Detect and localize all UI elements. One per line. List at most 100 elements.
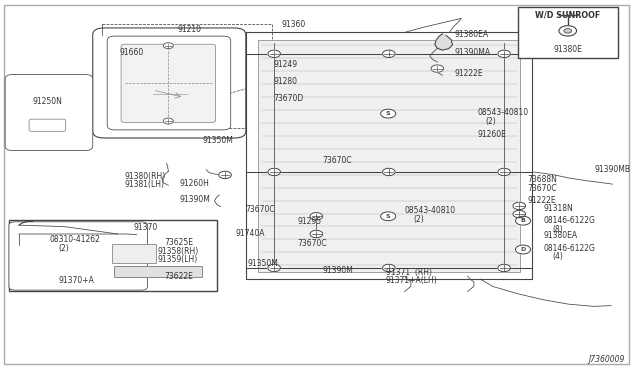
Text: 91358(RH): 91358(RH) bbox=[157, 247, 199, 256]
Text: S: S bbox=[386, 214, 390, 219]
Text: 73670C: 73670C bbox=[246, 205, 275, 214]
Bar bbox=[246, 32, 532, 279]
Text: 91250N: 91250N bbox=[33, 97, 63, 106]
Circle shape bbox=[381, 212, 396, 221]
Text: 91318N: 91318N bbox=[543, 204, 573, 214]
Text: 91380E: 91380E bbox=[554, 45, 582, 54]
Text: 73625E: 73625E bbox=[164, 238, 193, 247]
Polygon shape bbox=[435, 34, 452, 50]
Text: 91740A: 91740A bbox=[236, 230, 265, 238]
Text: 91260H: 91260H bbox=[179, 179, 209, 187]
Text: J7360009: J7360009 bbox=[589, 355, 625, 364]
Text: 08310-41262: 08310-41262 bbox=[49, 235, 100, 244]
Circle shape bbox=[163, 43, 173, 49]
Text: 91371  (RH): 91371 (RH) bbox=[386, 268, 432, 277]
FancyBboxPatch shape bbox=[93, 28, 246, 138]
Circle shape bbox=[181, 269, 189, 274]
Circle shape bbox=[513, 211, 525, 218]
Circle shape bbox=[145, 257, 153, 262]
Circle shape bbox=[381, 109, 396, 118]
Circle shape bbox=[310, 212, 323, 220]
Text: 91249: 91249 bbox=[273, 60, 298, 70]
Text: 08146-6122G: 08146-6122G bbox=[543, 244, 595, 253]
Text: 08543-40810: 08543-40810 bbox=[404, 206, 456, 215]
Text: 91371+A(LH): 91371+A(LH) bbox=[386, 276, 437, 285]
Text: 91370: 91370 bbox=[134, 223, 158, 232]
Bar bbox=[259, 40, 520, 272]
Text: 91350M: 91350M bbox=[202, 137, 233, 145]
Text: 91390M: 91390M bbox=[323, 266, 353, 275]
Bar bbox=[518, 7, 618, 58]
Circle shape bbox=[383, 50, 395, 58]
Bar bbox=[113, 266, 202, 277]
Circle shape bbox=[513, 202, 525, 210]
Text: 91222E: 91222E bbox=[527, 196, 556, 205]
Circle shape bbox=[161, 269, 170, 274]
Text: 91280: 91280 bbox=[273, 77, 298, 86]
Circle shape bbox=[431, 65, 444, 72]
Circle shape bbox=[515, 245, 531, 254]
Text: 91380EA: 91380EA bbox=[455, 30, 489, 39]
Bar bbox=[111, 244, 156, 263]
Text: S: S bbox=[386, 111, 390, 116]
Text: 91380(RH): 91380(RH) bbox=[125, 172, 166, 181]
Circle shape bbox=[36, 238, 52, 247]
Text: (2): (2) bbox=[58, 244, 69, 253]
Text: (4): (4) bbox=[552, 252, 563, 262]
Circle shape bbox=[268, 168, 280, 176]
Text: (8): (8) bbox=[552, 225, 563, 234]
Circle shape bbox=[498, 50, 511, 58]
Circle shape bbox=[515, 216, 531, 225]
Circle shape bbox=[145, 246, 153, 251]
Circle shape bbox=[118, 269, 127, 274]
Text: 91350M: 91350M bbox=[247, 259, 278, 268]
Circle shape bbox=[498, 264, 511, 272]
Text: 91260E: 91260E bbox=[477, 130, 506, 139]
Circle shape bbox=[191, 269, 200, 274]
FancyBboxPatch shape bbox=[9, 222, 148, 290]
Text: (2): (2) bbox=[486, 117, 497, 126]
Bar bbox=[9, 220, 217, 291]
Text: B: B bbox=[520, 218, 525, 223]
FancyBboxPatch shape bbox=[5, 74, 93, 151]
Text: 91380EA: 91380EA bbox=[543, 231, 577, 240]
Text: 73670C: 73670C bbox=[298, 239, 327, 248]
Text: 08146-6122G: 08146-6122G bbox=[543, 216, 595, 225]
Text: 91360: 91360 bbox=[282, 20, 306, 29]
Circle shape bbox=[115, 257, 124, 262]
Text: 73688N: 73688N bbox=[527, 175, 557, 184]
Text: 91295: 91295 bbox=[298, 217, 322, 226]
Circle shape bbox=[115, 246, 124, 251]
Text: 91370+A: 91370+A bbox=[58, 276, 94, 285]
FancyBboxPatch shape bbox=[121, 44, 216, 122]
Text: 91660: 91660 bbox=[120, 48, 144, 57]
Circle shape bbox=[163, 118, 173, 124]
Text: 73670C: 73670C bbox=[527, 184, 557, 193]
FancyBboxPatch shape bbox=[29, 119, 66, 131]
Text: D: D bbox=[520, 247, 525, 252]
FancyBboxPatch shape bbox=[108, 36, 230, 130]
Text: 91390M: 91390M bbox=[179, 195, 210, 204]
Circle shape bbox=[383, 264, 395, 272]
Circle shape bbox=[564, 29, 572, 33]
Circle shape bbox=[134, 269, 143, 274]
Text: 73670D: 73670D bbox=[273, 94, 304, 103]
Text: 91222E: 91222E bbox=[455, 68, 484, 77]
Text: 91390MB: 91390MB bbox=[595, 164, 631, 173]
Circle shape bbox=[498, 168, 511, 176]
Text: 91210: 91210 bbox=[177, 25, 201, 34]
Circle shape bbox=[219, 171, 231, 179]
Text: S: S bbox=[42, 240, 47, 246]
Circle shape bbox=[268, 264, 280, 272]
Text: 91381(LH): 91381(LH) bbox=[125, 180, 165, 189]
Text: 73622E: 73622E bbox=[164, 272, 193, 280]
Text: 73670C: 73670C bbox=[323, 155, 352, 165]
Text: (2): (2) bbox=[413, 215, 424, 224]
Circle shape bbox=[310, 230, 323, 238]
Circle shape bbox=[383, 168, 395, 176]
Circle shape bbox=[122, 239, 135, 247]
Text: 91359(LH): 91359(LH) bbox=[157, 255, 198, 264]
Text: W/D SUNROOF: W/D SUNROOF bbox=[535, 11, 600, 20]
Text: 08543-40810: 08543-40810 bbox=[477, 108, 528, 118]
Circle shape bbox=[268, 50, 280, 58]
